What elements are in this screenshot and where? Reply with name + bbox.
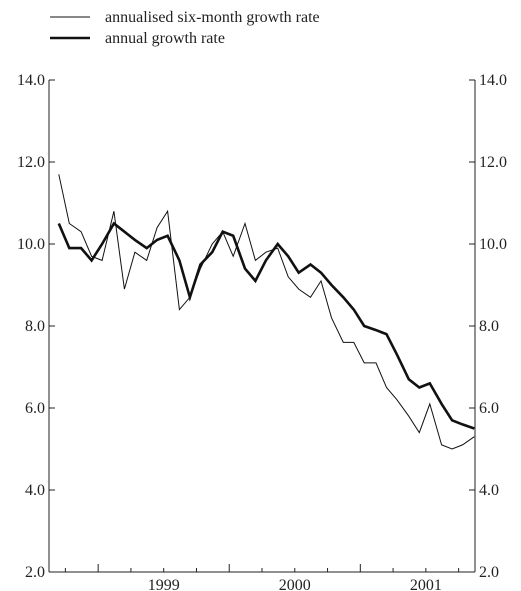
- y-tick-label-right: 12.0: [479, 154, 507, 171]
- y-tick-label-left: 4.0: [25, 482, 45, 499]
- legend: annualised six-month growth rate annual g…: [50, 9, 320, 47]
- y-tick-label-right: 4.0: [479, 482, 499, 499]
- y-tick-label-left: 2.0: [25, 564, 45, 581]
- plot-area: [57, 174, 475, 450]
- x-tick-label: 1999: [148, 577, 180, 591]
- y-tick-label-left: 14.0: [17, 72, 45, 89]
- axes: [48, 80, 476, 573]
- series-line-annual: [57, 221, 475, 430]
- y-axis-right: 2.0 4.0 6.0 8.0 10.0 12.0 14.0: [469, 72, 507, 581]
- y-tick-label-right: 14.0: [479, 72, 507, 89]
- legend-label: annual growth rate: [105, 30, 225, 47]
- y-tick-label-left: 6.0: [25, 400, 45, 417]
- y-tick-label-right: 2.0: [479, 564, 499, 581]
- y-tick-label-left: 12.0: [17, 154, 45, 171]
- x-tick-label: 2001: [410, 577, 442, 591]
- series-line-six-month: [58, 174, 475, 450]
- y-axis-left: 2.0 4.0 6.0 8.0 10.0 12.0 14.0: [17, 72, 55, 581]
- y-tick-label-right: 8.0: [479, 318, 499, 335]
- x-axis: 1999 2000 2001: [64, 564, 460, 591]
- y-tick-label-left: 8.0: [25, 318, 45, 335]
- x-tick-label: 2000: [279, 577, 311, 591]
- legend-label: annualised six-month growth rate: [105, 9, 320, 26]
- y-tick-label-left: 10.0: [17, 236, 45, 253]
- y-tick-label-right: 10.0: [479, 236, 507, 253]
- y-tick-label-right: 6.0: [479, 400, 499, 417]
